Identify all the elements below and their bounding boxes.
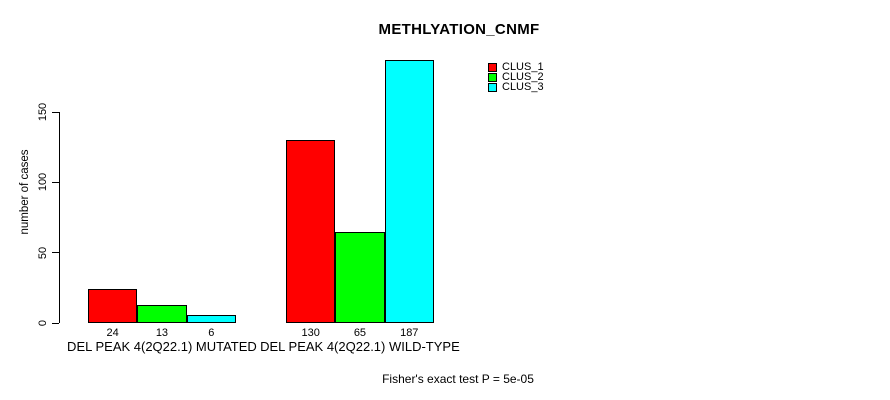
legend: CLUS_1 CLUS_2 CLUS_3 xyxy=(488,61,544,93)
legend-swatch-clus-2 xyxy=(488,72,497,82)
annotation-text: Fisher's exact test P = 5e-05 xyxy=(382,372,534,386)
y-tick-label: 0 xyxy=(37,319,49,327)
legend-label-clus-3: CLUS_3 xyxy=(502,81,544,93)
y-tick-label: 150 xyxy=(37,102,49,122)
legend-item-clus-2: CLUS_2 xyxy=(488,71,544,83)
legend-item-clus-3: CLUS_3 xyxy=(488,81,544,93)
y-tick xyxy=(52,181,59,183)
y-tick-label: 50 xyxy=(37,246,49,259)
bar-value-label: 187 xyxy=(400,327,419,339)
y-tick xyxy=(52,252,59,254)
legend-swatch-clus-1 xyxy=(488,62,497,72)
x-axis-group-label: DEL PEAK 4(2Q22.1) MUTATED xyxy=(67,339,257,354)
bar-value-label: 13 xyxy=(155,327,169,339)
bar-value-label: 6 xyxy=(208,327,215,339)
bar-clus_1-group1 xyxy=(88,289,138,323)
legend-label-clus-1: CLUS_1 xyxy=(502,61,544,73)
legend-label-clus-2: CLUS_2 xyxy=(502,71,544,83)
chart-title: METHLYATION_CNMF xyxy=(378,21,540,38)
y-axis-label: number of cases xyxy=(19,149,31,235)
bar-value-label: 24 xyxy=(106,327,119,339)
bar-clus_1-group2 xyxy=(286,140,336,323)
bar-value-label: 130 xyxy=(301,327,320,339)
legend-swatch-clus-3 xyxy=(488,82,497,92)
legend-item-clus-1: CLUS_1 xyxy=(488,61,544,73)
bar-clus_2-group2 xyxy=(335,231,385,323)
bar-clus_2-group1 xyxy=(137,304,187,323)
bar-clus_3-group1 xyxy=(186,314,236,323)
bar-value-label: 65 xyxy=(353,327,367,339)
y-tick xyxy=(52,111,59,113)
y-axis-line xyxy=(59,112,60,323)
x-axis-group-label: DEL PEAK 4(2Q22.1) WILD-TYPE xyxy=(260,339,460,354)
y-tick xyxy=(52,322,59,324)
y-tick-label: 100 xyxy=(37,173,49,192)
bar-clus_3-group2 xyxy=(384,60,434,323)
